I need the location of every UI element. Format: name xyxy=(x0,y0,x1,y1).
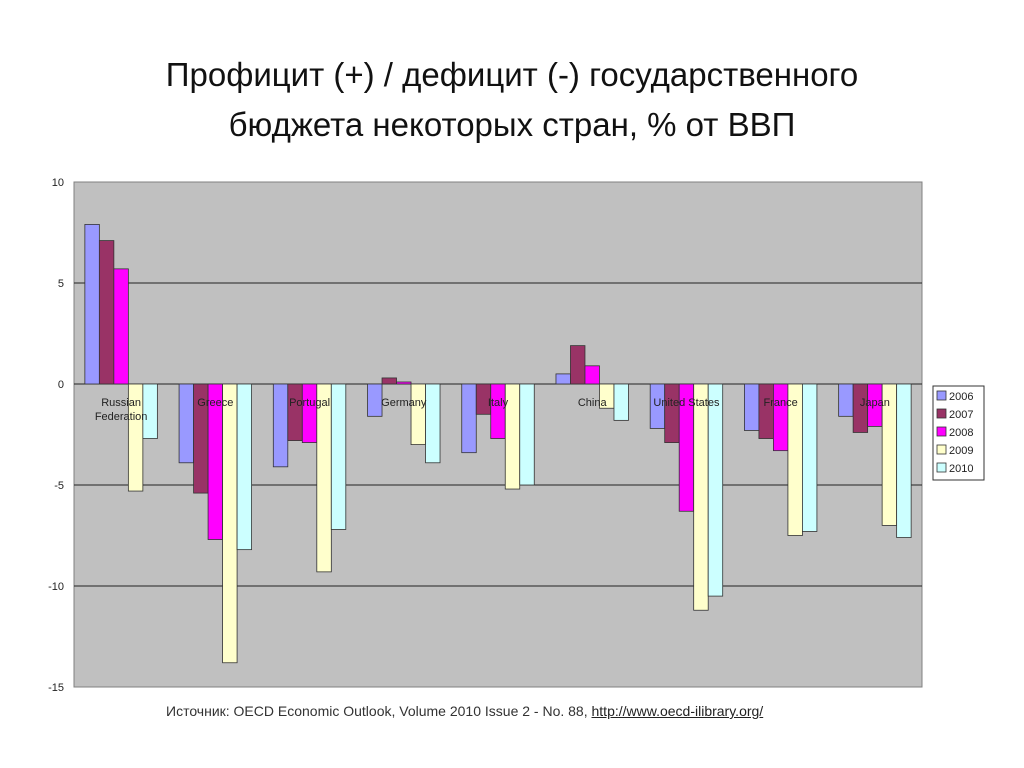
category-label: Italy xyxy=(488,397,509,409)
bar xyxy=(287,383,303,441)
bar xyxy=(555,373,571,385)
slide-title-line-1: Профицит (+) / дефицит (-) государственн… xyxy=(165,56,859,93)
y-tick-label: 5 xyxy=(58,278,64,290)
bar xyxy=(425,383,441,464)
category-label: Germany xyxy=(381,397,427,409)
bar xyxy=(98,240,115,385)
bar xyxy=(838,383,854,417)
bar xyxy=(570,345,586,385)
y-tick-label: 10 xyxy=(52,177,64,189)
legend-swatch xyxy=(936,408,947,419)
bar xyxy=(178,383,194,464)
legend-swatch xyxy=(936,462,947,473)
legend-label: 2006 xyxy=(949,391,973,403)
bar xyxy=(330,383,347,530)
legend-label: 2009 xyxy=(949,445,973,457)
bar xyxy=(222,383,238,664)
bar xyxy=(664,383,680,443)
category-label: Japan xyxy=(860,397,890,409)
y-tick-label: -5 xyxy=(54,480,64,492)
bar xyxy=(613,383,629,421)
y-tick-label: -10 xyxy=(48,581,64,593)
legend-label: 2010 xyxy=(949,463,973,475)
source-link[interactable]: http://www.oecd-ilibrary.org/ xyxy=(591,703,764,719)
bar xyxy=(896,383,912,538)
bar xyxy=(410,383,426,445)
category-label: United States xyxy=(653,397,720,409)
bar xyxy=(490,383,506,439)
legend-label: 2008 xyxy=(949,427,973,439)
bar xyxy=(367,383,383,417)
category-label: Greece xyxy=(197,397,233,409)
category-label: China xyxy=(578,397,608,409)
legend-label: 2007 xyxy=(949,409,973,421)
legend-swatch xyxy=(936,444,947,455)
bar xyxy=(519,383,535,486)
y-tick-label: 0 xyxy=(58,379,64,391)
category-label: Federation xyxy=(95,411,148,423)
bar xyxy=(142,383,158,439)
bar xyxy=(381,377,397,385)
slide-title: Профицит (+) / дефицит (-) государственн… xyxy=(112,50,912,150)
y-tick-label: -15 xyxy=(48,682,64,694)
bar xyxy=(84,224,100,385)
category-label: Russian xyxy=(101,397,141,409)
bar xyxy=(236,383,252,551)
bar xyxy=(396,381,412,385)
category-label: France xyxy=(764,397,798,409)
bar xyxy=(693,383,709,611)
bar xyxy=(113,268,129,385)
bar xyxy=(272,383,289,468)
legend-swatch xyxy=(936,426,947,437)
bar xyxy=(744,383,760,431)
legend-swatch xyxy=(936,390,947,401)
source-text: Источник: OECD Economic Outlook, Volume … xyxy=(166,703,592,719)
slide-title-line-2: бюджета некоторых стран, % от ВВП xyxy=(228,106,796,143)
bar xyxy=(802,383,818,532)
bar xyxy=(758,383,774,439)
category-label: Portugal xyxy=(289,397,330,409)
bar xyxy=(707,383,724,597)
bar xyxy=(584,365,600,385)
bar xyxy=(316,383,332,573)
source-note: Источник: OECD Economic Outlook, Volume … xyxy=(166,703,763,719)
bar xyxy=(773,383,789,452)
bar xyxy=(461,383,477,454)
bar xyxy=(301,383,318,443)
